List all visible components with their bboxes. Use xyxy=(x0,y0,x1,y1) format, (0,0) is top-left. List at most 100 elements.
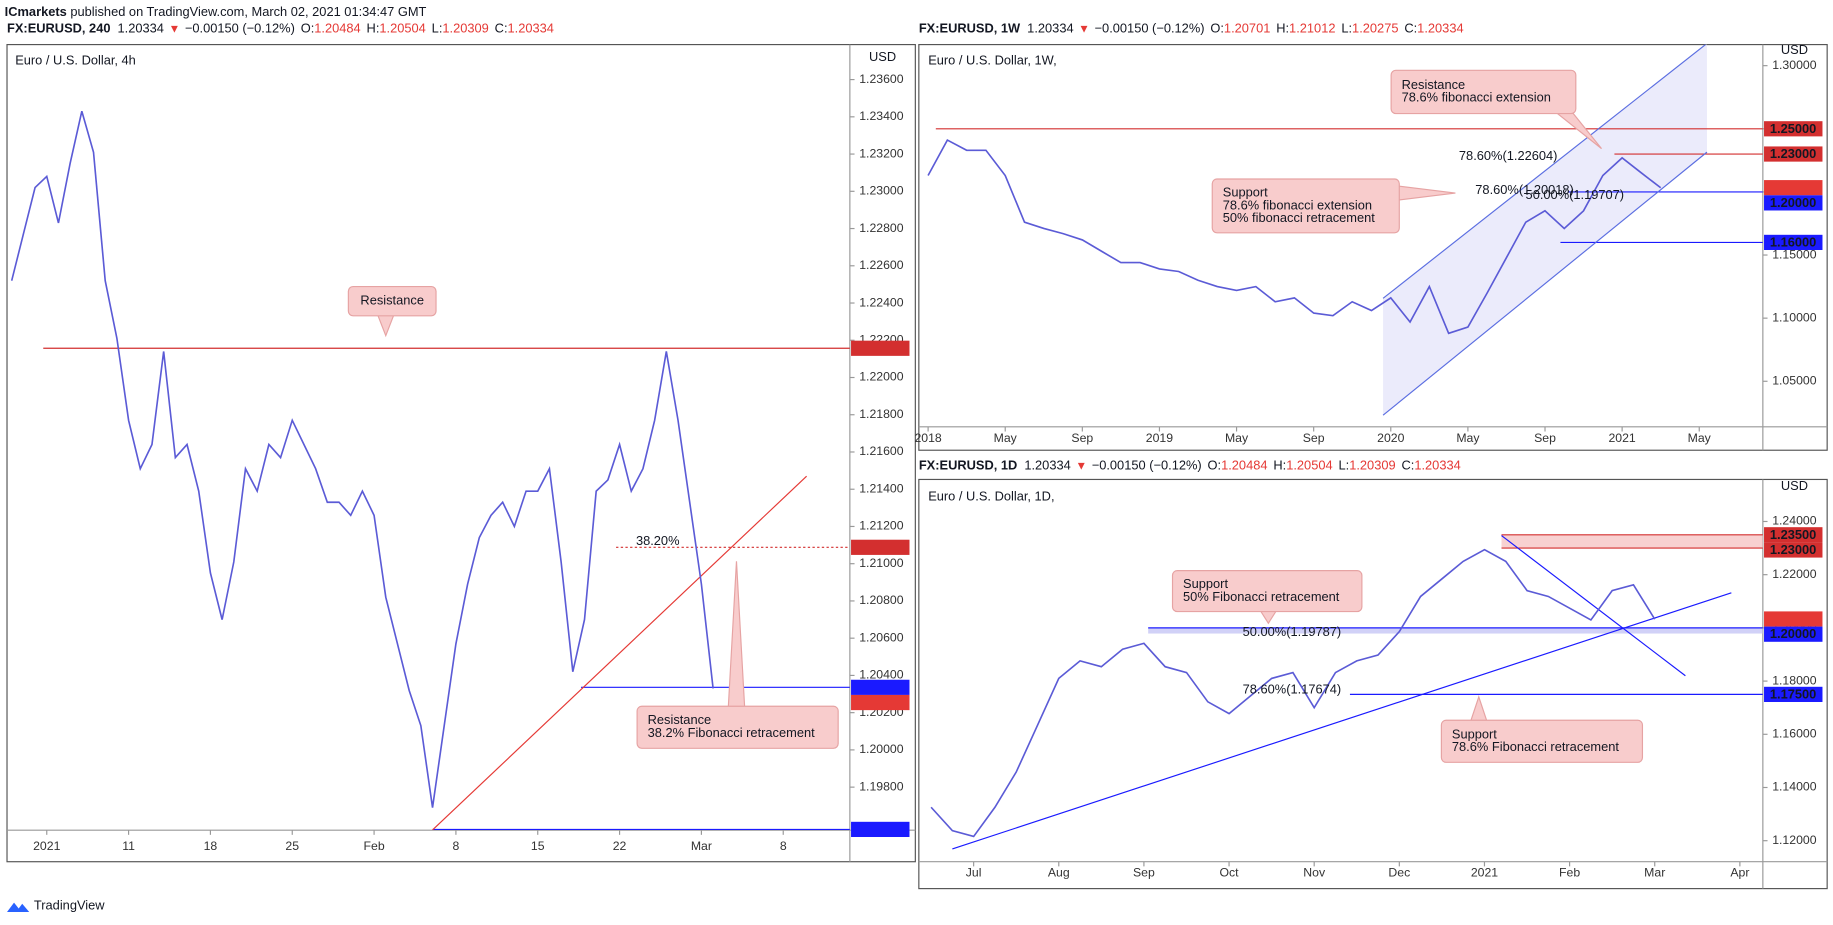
x-tick-label: 8 xyxy=(452,839,459,853)
callout-text: 50% fibonacci retracement xyxy=(1223,210,1375,225)
price-tag xyxy=(851,539,910,555)
symbol: FX:EURUSD, 1W xyxy=(919,21,1021,36)
ohlc-value: 1.21012 xyxy=(1289,21,1335,36)
published: published on TradingView.com, March 02, … xyxy=(70,4,426,19)
fib-label: 50.00%(1.19707) xyxy=(1526,187,1625,202)
plot-area xyxy=(930,534,1763,850)
y-tick-label: 1.22800 xyxy=(859,221,904,235)
fib-label: 38.20% xyxy=(636,533,680,548)
ohlc-label: C: xyxy=(1404,21,1417,36)
price-tag xyxy=(1764,146,1823,162)
ohlc-value: 1.20275 xyxy=(1352,21,1398,36)
change: −0.00150 (−0.12%) xyxy=(1092,458,1202,473)
x-tick-label: 22 xyxy=(613,839,627,853)
callout-text: 78.6% Fibonacci retracement xyxy=(1452,739,1619,754)
plot-area xyxy=(927,44,1763,416)
price-tag xyxy=(1764,542,1823,558)
ohlc-value: 1.20309 xyxy=(1349,458,1395,473)
callout-text: 50% Fibonacci retracement xyxy=(1183,589,1340,604)
y-tick-label: 1.22000 xyxy=(1772,567,1817,581)
axes: 1.23600 1.23400 1.23200 1.23000 1.22800 1.226… xyxy=(33,72,904,853)
x-tick-label: 11 xyxy=(122,839,135,853)
y-tick-label: 1.21400 xyxy=(859,481,904,495)
callout: Resistance xyxy=(347,285,437,338)
price-tag xyxy=(1764,121,1823,137)
y-tick-label: 1.23200 xyxy=(859,146,904,160)
y-tick-label: 1.23000 xyxy=(859,184,904,198)
x-tick-label: May xyxy=(1456,431,1480,445)
ohlc-value: 1.20504 xyxy=(1286,458,1332,473)
callout-text: 78.6% fibonacci extension xyxy=(1223,197,1372,212)
change: −0.00150 (−0.12%) xyxy=(185,21,295,36)
price-zone xyxy=(1148,627,1763,634)
currency: USD xyxy=(1781,42,1808,57)
price-tag xyxy=(1764,527,1823,543)
price-tag-label: 1.20000 xyxy=(1770,626,1816,641)
callout-box xyxy=(1440,719,1644,763)
chart-title: Euro / U.S. Dollar, 1W, xyxy=(928,52,1056,67)
ohlc-label: H: xyxy=(367,21,380,36)
x-tick-label: May xyxy=(994,431,1018,445)
price-zone xyxy=(1501,534,1763,549)
trend-line xyxy=(1382,151,1708,416)
y-tick-label: 1.24000 xyxy=(1772,514,1817,528)
ohlc-label: O: xyxy=(1210,21,1224,36)
x-tick-label: May xyxy=(1225,431,1249,445)
fib-label: 50.00%(1.19787) xyxy=(1243,624,1342,639)
symbol: FX:EURUSD, 240 xyxy=(7,21,110,36)
price-tag xyxy=(1764,626,1823,642)
ohlc-value: 1.20484 xyxy=(314,21,360,36)
callout-text: Support xyxy=(1223,184,1268,199)
price-tag xyxy=(851,821,910,838)
y-tick-label: 1.10000 xyxy=(1772,310,1817,324)
ohlc-value: 1.20504 xyxy=(379,21,425,36)
ohlc-value: 1.20309 xyxy=(442,21,488,36)
price-line xyxy=(927,138,1662,335)
x-tick-label: Apr xyxy=(1730,866,1749,880)
x-tick-label: Aug xyxy=(1048,866,1070,880)
ohlc-label: C: xyxy=(1401,458,1414,473)
x-tick-label: 8 xyxy=(780,839,787,853)
price-tag xyxy=(1764,611,1823,627)
price-line xyxy=(10,110,714,808)
callout-text: Support xyxy=(1183,576,1228,591)
x-tick-label: 15 xyxy=(531,839,545,853)
callout-text: Resistance xyxy=(1402,77,1466,92)
last-price: 1.20334 xyxy=(1027,21,1073,36)
channel-fill xyxy=(1383,44,1707,416)
x-tick-label: Oct xyxy=(1220,866,1240,880)
x-tick-label: 25 xyxy=(285,839,299,853)
plot-area xyxy=(10,110,850,831)
x-tick-label: Sep xyxy=(1133,866,1155,880)
x-tick-label: May xyxy=(1688,431,1712,445)
price-tag-label: 1.23500 xyxy=(1770,527,1816,542)
x-tick-label: 2021 xyxy=(33,839,60,853)
ohlc-value: 1.20334 xyxy=(1417,21,1463,36)
y-tick-label: 1.30000 xyxy=(1772,58,1817,72)
price-tag xyxy=(1764,686,1823,702)
callout-text: 78.6% fibonacci extension xyxy=(1402,90,1551,105)
ohlc-label: L: xyxy=(432,21,443,36)
chart-panel: FX:EURUSD, 1D 1.20334 ▼ −0.00150 (−0.12%) O:… xyxy=(918,458,1828,890)
y-tick-label: 1.22400 xyxy=(859,295,904,309)
symbol: FX:EURUSD, 1D xyxy=(919,458,1017,473)
x-tick-label: Mar xyxy=(691,839,712,853)
symbol-header: FX:EURUSD, 1W 1.20334 ▼ −0.00150 (−0.12%) O:… xyxy=(919,21,1464,36)
price-tag-label: 1.23000 xyxy=(1770,146,1816,161)
price-line xyxy=(930,548,1656,838)
price-tag xyxy=(1764,195,1823,211)
ohlc-label: H: xyxy=(1276,21,1289,36)
fib-label: 78.60%(1.22604) xyxy=(1459,148,1558,163)
price-tag xyxy=(851,694,910,711)
trend-line xyxy=(1382,44,1707,299)
price-tag-label: 1.20000 xyxy=(1770,195,1816,210)
x-tick-label: 2018 xyxy=(914,431,941,445)
change-marker: ▼ xyxy=(1078,22,1090,35)
x-tick-label: 2019 xyxy=(1146,431,1173,445)
price-tag xyxy=(1764,234,1823,251)
fib-label: 78.60%(1.17674) xyxy=(1243,681,1342,696)
x-tick-label: Feb xyxy=(364,839,385,853)
